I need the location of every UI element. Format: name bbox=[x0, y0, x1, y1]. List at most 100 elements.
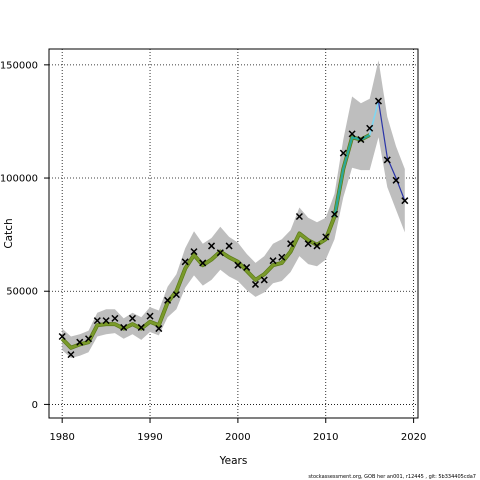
observed-point bbox=[322, 233, 330, 241]
observed-point-stroke bbox=[374, 97, 382, 105]
observed-point bbox=[155, 325, 163, 333]
observed-point-stroke bbox=[93, 317, 101, 325]
x-tick-label: 2020 bbox=[401, 432, 426, 443]
observed-point-stroke bbox=[172, 291, 180, 299]
plot-frame bbox=[48, 48, 419, 419]
observed-point bbox=[348, 130, 356, 138]
observed-point bbox=[172, 291, 180, 299]
observed-point-stroke bbox=[164, 296, 172, 304]
observed-point-stroke bbox=[199, 259, 207, 267]
observed-point-stroke bbox=[58, 332, 66, 341]
observed-point bbox=[120, 323, 128, 331]
observed-point-stroke bbox=[181, 258, 189, 266]
observed-point-stroke bbox=[366, 124, 374, 132]
observed-point bbox=[295, 212, 303, 221]
observed-point-stroke bbox=[304, 240, 312, 248]
observed-point bbox=[287, 240, 295, 248]
observed-point bbox=[208, 242, 216, 250]
observed-point bbox=[243, 263, 251, 271]
observed-point-stroke bbox=[260, 276, 268, 284]
observed-point bbox=[111, 314, 119, 322]
observed-point bbox=[190, 248, 198, 256]
observed-point-stroke bbox=[137, 323, 145, 331]
observed-point-stroke bbox=[287, 240, 295, 248]
observed-point bbox=[313, 242, 321, 250]
y-tick-label: 100000 bbox=[0, 174, 38, 185]
observed-point bbox=[278, 253, 286, 261]
observed-point-stroke bbox=[295, 212, 303, 221]
observed-point bbox=[181, 258, 189, 266]
observed-point bbox=[146, 312, 154, 320]
observed-point bbox=[58, 332, 66, 341]
observed-point bbox=[216, 249, 224, 257]
x-axis: 1980 1990 2000 2010 2020 bbox=[49, 418, 426, 443]
observed-point-stroke bbox=[208, 242, 216, 250]
fitted-recent-line bbox=[333, 134, 371, 217]
observed-point-stroke bbox=[313, 242, 321, 250]
y-tick-label: 50000 bbox=[6, 287, 38, 298]
observed-point bbox=[357, 136, 365, 144]
observed-point-stroke bbox=[339, 149, 347, 157]
observed-point-stroke bbox=[269, 257, 277, 265]
observed-point-stroke bbox=[278, 253, 286, 261]
y-axis: 0 50000 100000 150000 bbox=[0, 60, 49, 411]
observed-point bbox=[366, 124, 374, 132]
observed-point-stroke bbox=[234, 261, 242, 269]
x-tick-label: 1980 bbox=[49, 432, 74, 443]
observed-point-stroke bbox=[76, 338, 84, 346]
observed-point-stroke bbox=[111, 314, 119, 322]
y-axis-title: Catch bbox=[3, 218, 15, 248]
observed-point-stroke bbox=[155, 325, 163, 333]
observed-point bbox=[269, 257, 277, 265]
observed-point-stroke bbox=[348, 130, 356, 138]
x-tick-label: 1990 bbox=[137, 432, 162, 443]
observed-point bbox=[331, 210, 339, 218]
observed-point-stroke bbox=[243, 263, 251, 271]
observed-point bbox=[251, 280, 259, 288]
observed-point-stroke bbox=[85, 335, 93, 343]
observed-point bbox=[67, 351, 75, 359]
observed-point-stroke bbox=[216, 249, 224, 257]
observed-point bbox=[260, 276, 268, 284]
observed-point-stroke bbox=[190, 248, 198, 256]
observed-point bbox=[93, 317, 101, 325]
observed-point-stroke bbox=[102, 317, 110, 325]
observed-point bbox=[85, 335, 93, 343]
observed-point bbox=[401, 197, 409, 205]
y-tick-label: 0 bbox=[32, 400, 38, 411]
observed-point bbox=[304, 240, 312, 248]
observed-point bbox=[128, 314, 136, 322]
observed-point bbox=[102, 317, 110, 325]
observed-point-stroke bbox=[225, 242, 233, 250]
observed-point bbox=[199, 259, 207, 267]
observed-point-stroke bbox=[383, 156, 391, 164]
observed-point bbox=[76, 338, 84, 346]
observed-point-stroke bbox=[120, 323, 128, 331]
observed-point-stroke bbox=[401, 197, 409, 205]
confidence-band bbox=[62, 60, 405, 359]
observed-point bbox=[339, 149, 347, 157]
observed-point-stroke bbox=[67, 351, 75, 359]
observed-point-stroke bbox=[322, 233, 330, 241]
observed-point-stroke bbox=[128, 314, 136, 322]
observed-point bbox=[225, 242, 233, 250]
observed-point-stroke bbox=[251, 280, 259, 288]
observed-point bbox=[383, 156, 391, 164]
x-axis-title: Years bbox=[219, 455, 248, 467]
footer-caption: stockassessment.org, GOB her an001, r124… bbox=[308, 474, 476, 480]
forecast-series-line bbox=[377, 101, 406, 201]
observed-point-stroke bbox=[392, 176, 400, 184]
observed-markers-layer bbox=[58, 97, 409, 359]
observed-point-stroke bbox=[357, 136, 365, 144]
x-tick-label: 2010 bbox=[313, 432, 338, 443]
observed-point bbox=[137, 323, 145, 331]
confidence-band-layer bbox=[62, 60, 405, 359]
observed-point-stroke bbox=[331, 210, 339, 218]
observed-point bbox=[234, 261, 242, 269]
y-tick-label: 150000 bbox=[0, 60, 38, 71]
x-tick-label: 2000 bbox=[225, 432, 250, 443]
observed-point bbox=[164, 296, 172, 304]
observed-point bbox=[392, 176, 400, 184]
observed-point bbox=[374, 97, 382, 105]
